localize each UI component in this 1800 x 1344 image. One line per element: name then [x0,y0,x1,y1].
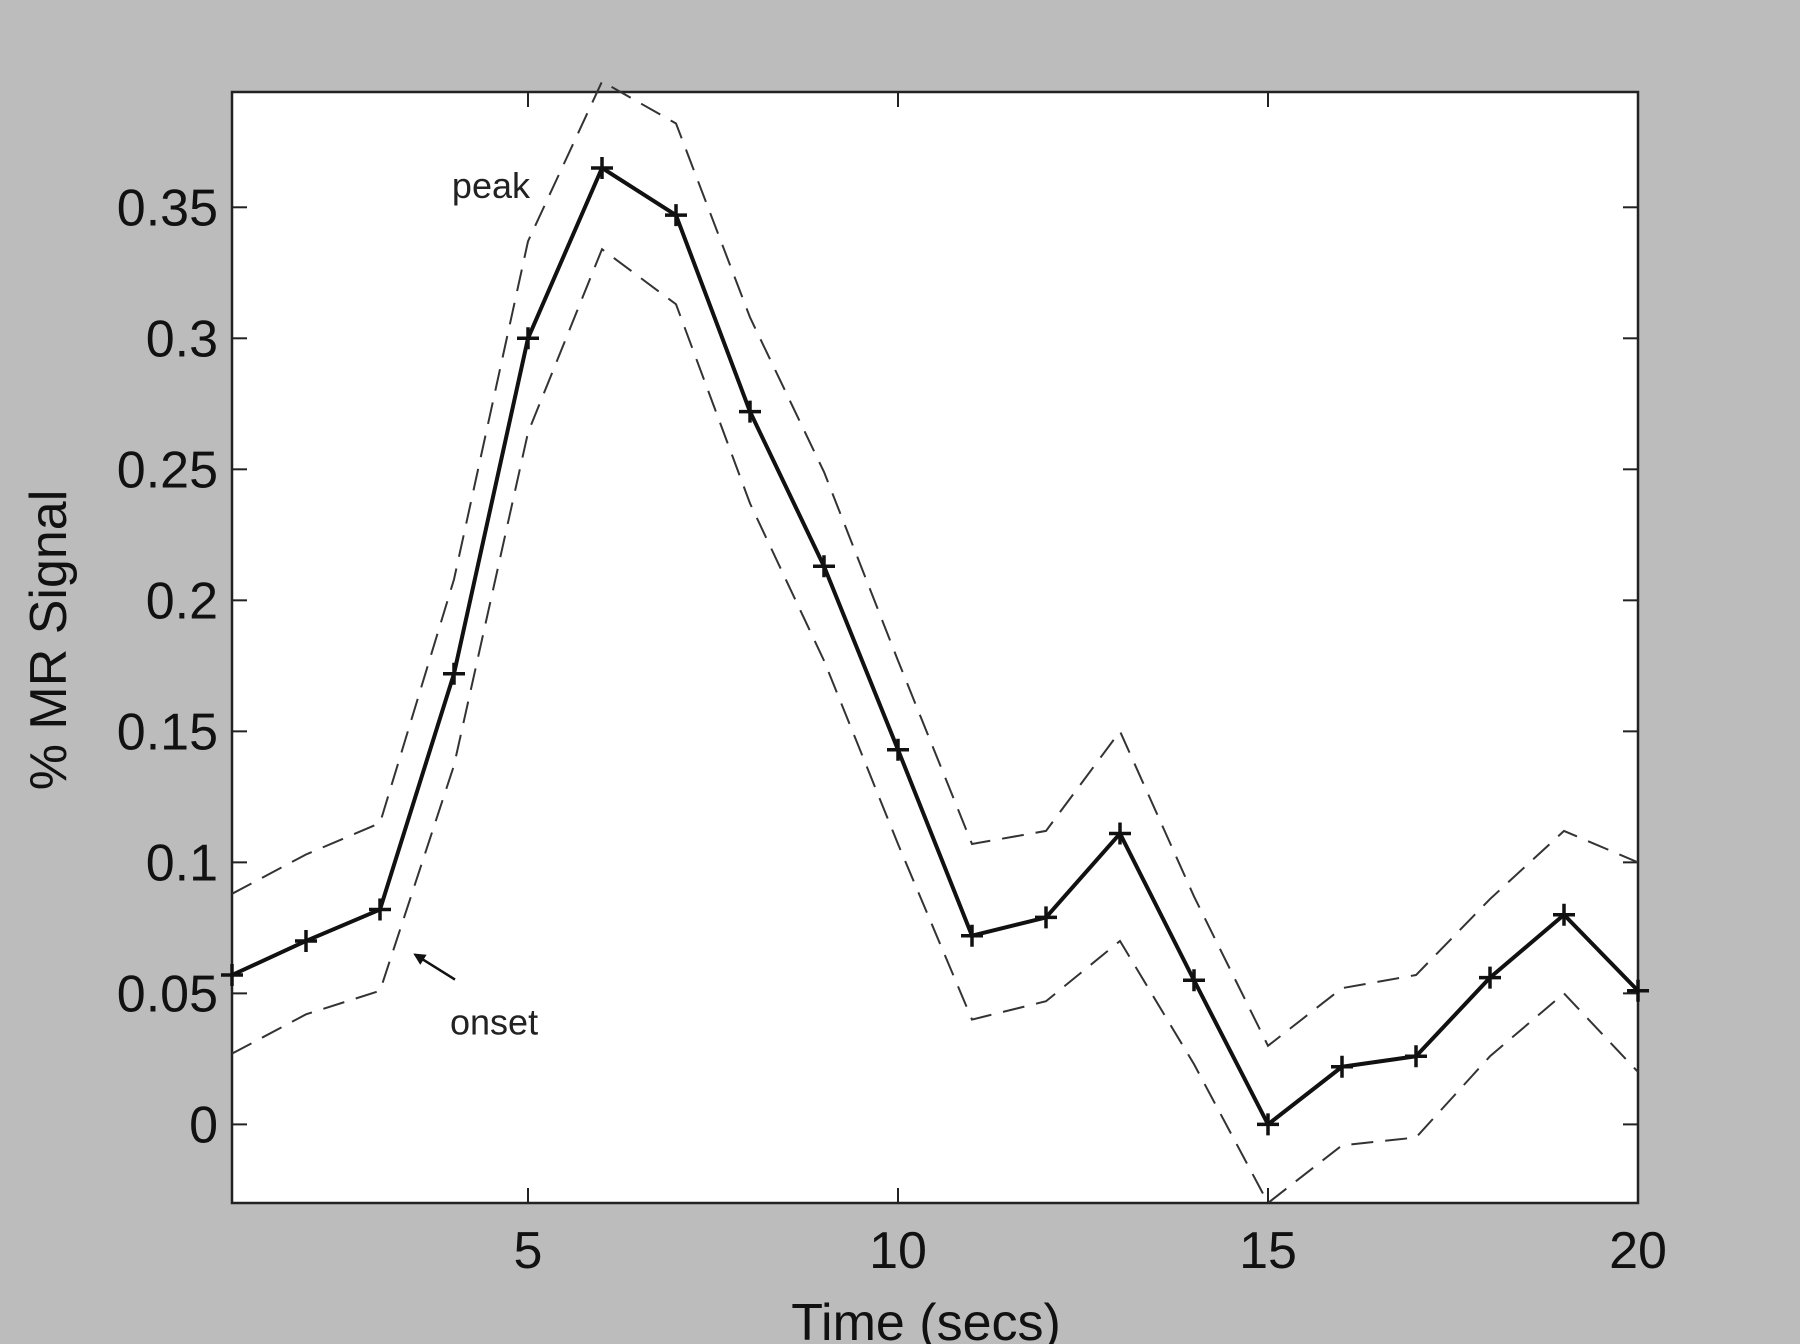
mean-line [231,165,1640,1127]
data-point-marker [1331,1055,1353,1078]
plot-markers [221,156,1649,1136]
y-tick-label: 0.3 [146,310,218,368]
data-point-marker [1183,969,1205,992]
data-point-marker [517,327,539,350]
tick-labels: 5 10 15 20 0 0.05 0.1 0.15 0.2 0.25 0.3 0.35 [117,179,1667,1280]
x-tick-label: 15 [1239,1222,1297,1280]
onset-arrow [413,953,456,981]
y-tick-label: 0 [189,1096,218,1154]
data-point-marker [1479,966,1501,989]
axis-ticks [232,92,1639,1203]
data-point-marker [887,738,909,761]
plot-area [230,90,1640,1205]
x-tick-label: 10 [869,1222,927,1280]
data-point-marker [221,964,243,987]
y-tick-label: 0.35 [117,179,218,237]
data-point-marker [591,156,613,179]
peak-annotation: peak [452,165,531,206]
data-point-marker [295,929,317,952]
data-point-marker [1257,1113,1279,1136]
plot-series [231,80,1640,1205]
data-point-marker [1109,822,1131,845]
x-tick-label: 5 [514,1222,543,1280]
y-tick-label: 0.25 [117,441,218,499]
lower-bound-line [231,247,1639,1205]
data-point-marker [665,204,687,227]
x-tick-label: 20 [1609,1222,1667,1280]
data-point-marker [443,662,465,685]
annotations: peak onset [413,165,538,1043]
data-point-marker [739,400,761,423]
data-point-marker [961,924,983,947]
y-tick-label: 0.1 [146,834,218,892]
data-point-marker [1627,979,1649,1002]
x-axis-label: Time (secs) [791,1294,1061,1344]
data-point-marker [813,555,835,578]
y-tick-label: 0.2 [146,572,218,630]
upper-bound-line [231,80,1639,1048]
y-tick-label: 0.05 [117,965,218,1023]
y-tick-label: 0.15 [117,703,218,761]
data-point-marker [1553,903,1575,926]
data-point-marker [1035,906,1057,929]
y-axis-label: % MR Signal [20,490,78,791]
onset-annotation: onset [450,1002,538,1043]
data-point-marker [369,898,391,921]
data-point-marker [1405,1045,1427,1068]
